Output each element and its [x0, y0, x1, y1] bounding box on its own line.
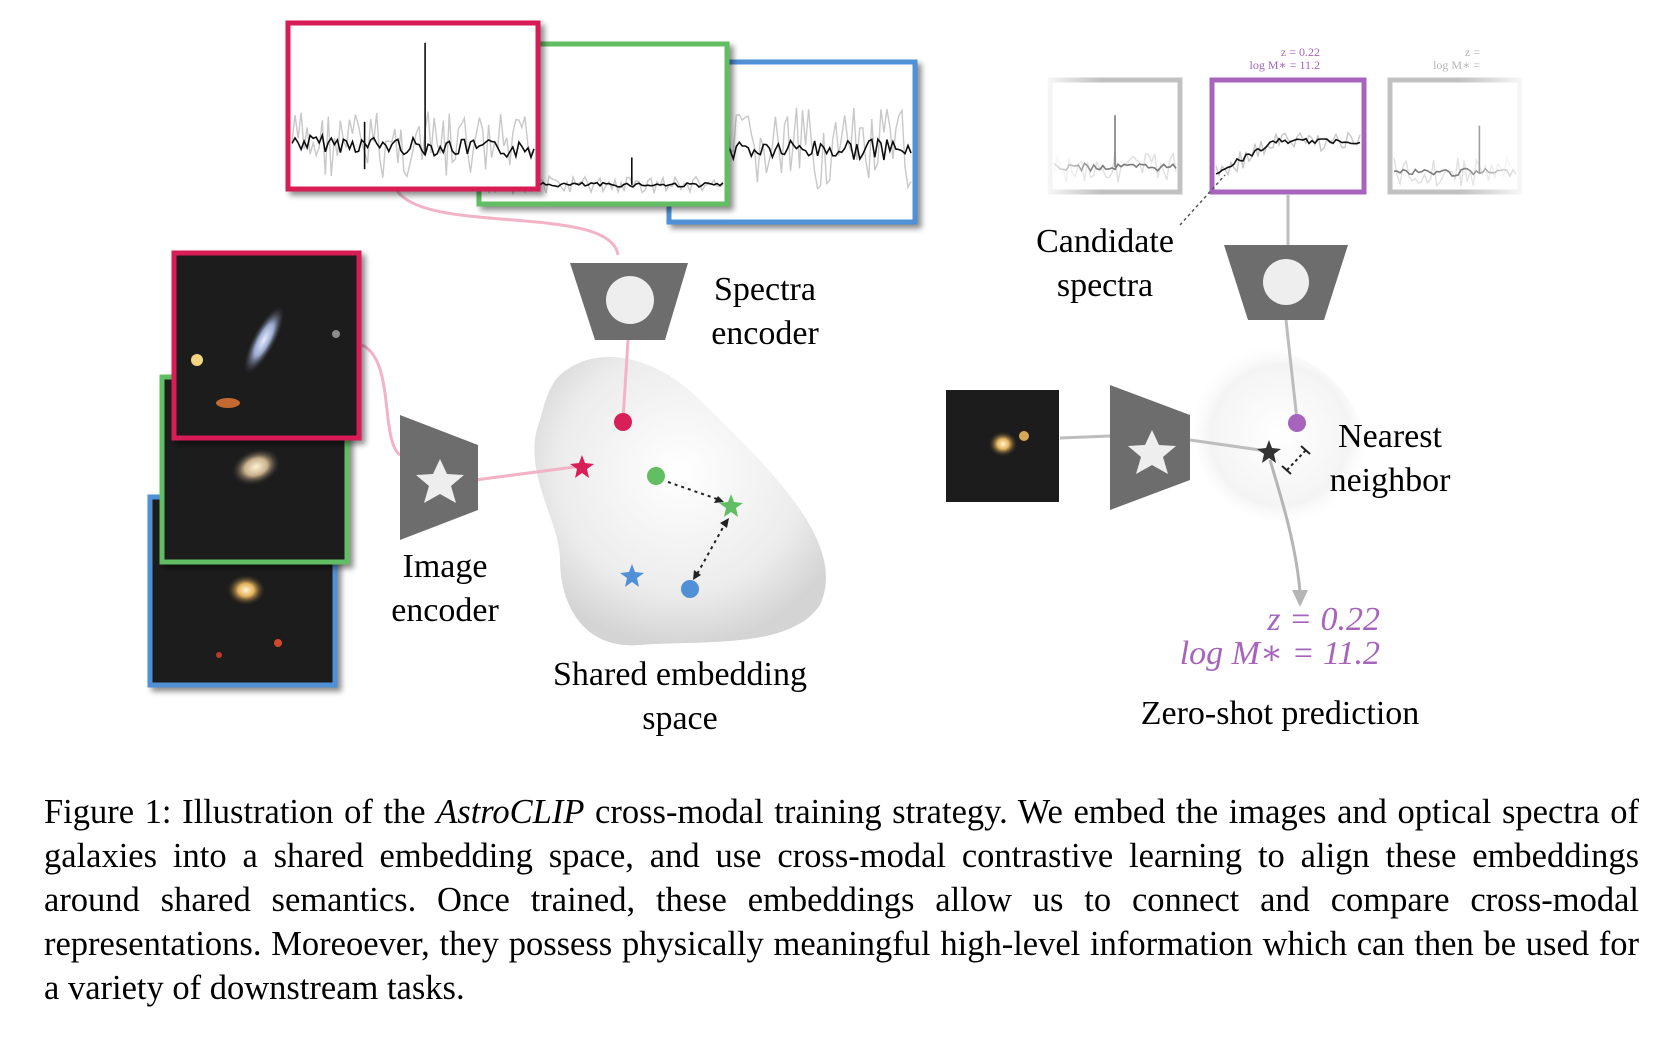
caption-emphasis: AstroCLIP	[436, 793, 585, 831]
green-dotted-link	[667, 481, 721, 501]
blue-dotted-link	[695, 521, 727, 577]
shared-embedding-label: Shared embedding space	[530, 653, 830, 741]
arrowhead	[720, 518, 729, 528]
right-image-encoder-block	[1110, 385, 1190, 510]
image-encoder-label-line1: Image	[402, 548, 488, 585]
circle-icon	[1263, 259, 1309, 305]
spectra-encoder-block	[570, 263, 688, 340]
fade-overlay-left	[1040, 70, 1100, 200]
green-image-star	[719, 494, 743, 517]
spectra-encoder-label-line1: Spectra	[714, 271, 816, 308]
red-image-star	[570, 455, 594, 478]
mini-candidate-values: z = 0.22 log M∗ = 11.2	[1240, 46, 1320, 72]
query-star	[1257, 440, 1281, 463]
mini-faded-logm: log M∗ =	[1433, 58, 1480, 72]
candidate-spectra-label-line2: spectra	[1056, 267, 1154, 304]
nearest-neighbor-label-line2: neighbor	[1329, 462, 1451, 499]
circle-icon	[606, 276, 654, 324]
nearest-neighbor-label: Nearest neighbor	[1310, 415, 1470, 503]
mini-candidate-logm: log M∗ = 11.2	[1249, 58, 1320, 72]
star-icon	[416, 459, 464, 503]
prediction-arrowhead	[1292, 590, 1308, 607]
spectra-encoder-label: Spectra encoder	[700, 268, 830, 356]
right-embedding-blob	[1195, 349, 1365, 522]
candidate-spectra-label-line1: Candidate	[1036, 223, 1174, 260]
shared-embedding-label-line2: space	[642, 700, 718, 737]
red-spectrum-noise-trace	[291, 111, 535, 179]
blue-spectrum-point	[681, 580, 699, 598]
encoder-to-red-star-line	[474, 464, 583, 482]
purple-candidate-point	[1288, 414, 1306, 432]
mini-candidate-z: z = 0.22	[1280, 45, 1320, 59]
encoder-to-star-line	[1189, 438, 1261, 452]
fade-overlay-right	[1460, 70, 1530, 200]
purple-spectrum-mean-trace	[1215, 137, 1361, 175]
candidate-spectra-label: Candidate spectra	[1025, 220, 1185, 308]
arrowhead	[714, 496, 724, 503]
star-icon	[1128, 430, 1176, 474]
encoder-to-purple-dot-line	[1284, 319, 1299, 421]
image-encoder-label-line2: encoder	[391, 592, 499, 629]
nearest-neighbor-label-line1: Nearest	[1338, 418, 1442, 455]
image-encoder-block	[400, 415, 478, 540]
spectrum-to-encoder-line	[391, 179, 620, 256]
candidate-leader-line	[1179, 174, 1226, 226]
shared-embedding-blob	[534, 356, 826, 646]
astroclip-figure: Spectra encoder Image encoder Shared emb…	[147, 20, 1530, 741]
nearest-neighbor-marker	[1286, 449, 1307, 471]
spectrum-panel-red	[285, 20, 541, 192]
prediction-stellar-mass: log M∗ = 11.2	[1179, 635, 1380, 672]
image-to-encoder-line	[361, 343, 402, 457]
spectra-encoder-label-line2: encoder	[711, 315, 819, 352]
caption-prefix: Figure 1: Illustration of the	[44, 793, 437, 831]
green-spectrum-point	[647, 467, 665, 485]
prediction-redshift: z = 0.22	[1267, 601, 1380, 638]
figure-caption: Figure 1: Illustration of the AstroCLIP …	[44, 790, 1639, 1010]
prediction-values: z = 0.22 log M∗ = 11.2	[1150, 603, 1380, 671]
encoder-to-red-dot-line	[621, 339, 630, 421]
marker-cap	[1300, 445, 1311, 455]
arrowhead	[693, 570, 701, 580]
figure-graphics	[147, 20, 1530, 688]
mini-faded-values: z = log M∗ =	[1400, 46, 1480, 72]
right-galaxy-image	[946, 390, 1059, 502]
spectrum-panel-purple	[1209, 77, 1367, 195]
caption-body: cross-modal training strategy. We embed …	[44, 793, 1639, 1007]
shared-embedding-label-line1: Shared embedding	[553, 656, 807, 693]
image-encoder-label: Image encoder	[380, 545, 510, 633]
prediction-arrow	[1268, 459, 1302, 593]
image-to-right-encoder-line	[1059, 434, 1111, 440]
blue-image-star	[620, 564, 644, 587]
marker-cap	[1281, 465, 1292, 475]
galaxy-image-red	[171, 250, 362, 441]
red-spectrum-point	[614, 413, 632, 431]
right-spectra-encoder-block	[1224, 245, 1348, 320]
mini-faded-z: z =	[1464, 45, 1480, 59]
purple-spectrum-noise-trace	[1215, 131, 1361, 178]
red-spectrum-mean-trace	[291, 132, 535, 160]
zero-shot-label: Zero-shot prediction	[1140, 695, 1420, 732]
